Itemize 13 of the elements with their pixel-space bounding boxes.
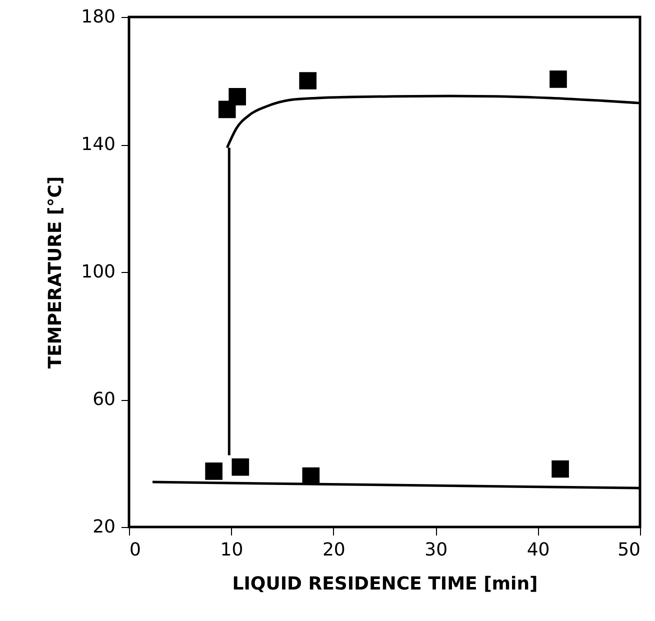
y-tick-label: 20 (92, 516, 116, 538)
x-tick-label: 40 (526, 540, 550, 560)
y-tick-label: 60 (92, 389, 116, 410)
y-axis-title: TEMPERATURE [°C] (45, 176, 66, 369)
x-tick-label: 0 (130, 540, 141, 560)
y-tick-label: 180 (81, 6, 116, 28)
y-tick-label: 140 (81, 134, 116, 155)
x-tick-label: 30 (424, 540, 448, 560)
x-tick-label: 20 (322, 540, 346, 560)
y-tick-label: 100 (81, 262, 116, 282)
x-tick-label: 50 (618, 540, 640, 560)
x-tick-label: 10 (220, 540, 244, 560)
x-axis-title: LIQUID RESIDENCE TIME [min] (232, 574, 538, 594)
